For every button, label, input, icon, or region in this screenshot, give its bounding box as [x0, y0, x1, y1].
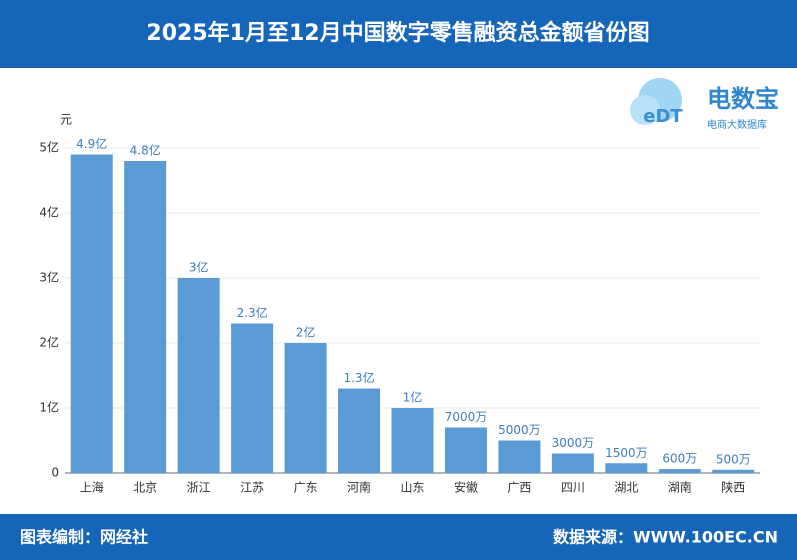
bar	[124, 161, 167, 473]
x-tick-label: 湖北	[614, 480, 638, 495]
x-tick-label: 上海	[80, 480, 104, 495]
value-label: 2.3亿	[237, 305, 268, 320]
bar	[284, 343, 327, 473]
y-tick-label: 4亿	[39, 205, 59, 220]
x-tick-label: 山东	[400, 481, 424, 495]
value-label: 7000万	[445, 410, 488, 424]
x-tick-label: 安徽	[454, 480, 478, 495]
value-label: 2亿	[296, 325, 316, 340]
value-label: 1500万	[605, 446, 648, 460]
x-tick-label: 湖南	[668, 480, 692, 495]
value-label: 5000万	[498, 423, 541, 437]
bar	[605, 463, 648, 473]
x-tick-label: 浙江	[187, 481, 211, 495]
y-tick-label: 5亿	[39, 140, 59, 155]
value-label: 1亿	[403, 390, 423, 405]
y-axis-label: 元	[60, 113, 72, 127]
x-tick-label: 广西	[507, 481, 531, 495]
x-tick-label: 广东	[294, 481, 318, 495]
value-label: 4.9亿	[76, 136, 107, 151]
bar	[177, 278, 220, 473]
logo-subtitle: 电商大数据库	[707, 118, 767, 131]
value-label: 3000万	[552, 436, 595, 450]
bar	[231, 323, 274, 473]
footer-left: 图表编制：网经社	[20, 528, 148, 547]
bar	[391, 408, 434, 473]
footer-band	[0, 514, 797, 560]
bar	[498, 440, 541, 473]
header-band	[0, 0, 797, 68]
bar	[551, 453, 594, 473]
value-label: 1.3亿	[343, 370, 374, 385]
value-label: 3亿	[189, 260, 209, 275]
y-tick-label: 2亿	[39, 335, 59, 350]
y-tick-label: 0	[51, 466, 59, 480]
value-label: 500万	[716, 452, 751, 466]
chart-title: 2025年1月至12月中国数字零售融资总金额省份图	[146, 20, 649, 46]
logo-mark: eDT	[643, 106, 683, 127]
logo-cloud	[630, 95, 660, 125]
bar	[444, 427, 487, 473]
x-tick-label: 四川	[561, 481, 585, 495]
bar	[338, 388, 381, 473]
footer-right: 数据来源：WWW.100EC.CN	[553, 528, 778, 547]
x-tick-label: 北京	[133, 481, 157, 495]
bar	[658, 469, 701, 473]
logo-name: 电数宝	[707, 85, 779, 113]
x-tick-label: 陕西	[721, 480, 745, 495]
bar	[70, 154, 113, 473]
value-label: 600万	[662, 452, 697, 466]
value-label: 4.8亿	[130, 143, 161, 158]
y-tick-label: 3亿	[39, 270, 59, 285]
bar	[712, 469, 755, 473]
x-tick-label: 江苏	[240, 481, 264, 495]
y-tick-label: 1亿	[39, 400, 59, 415]
x-tick-label: 河南	[347, 480, 371, 495]
logo: eDT 电数宝 电商大数据库	[630, 78, 779, 131]
